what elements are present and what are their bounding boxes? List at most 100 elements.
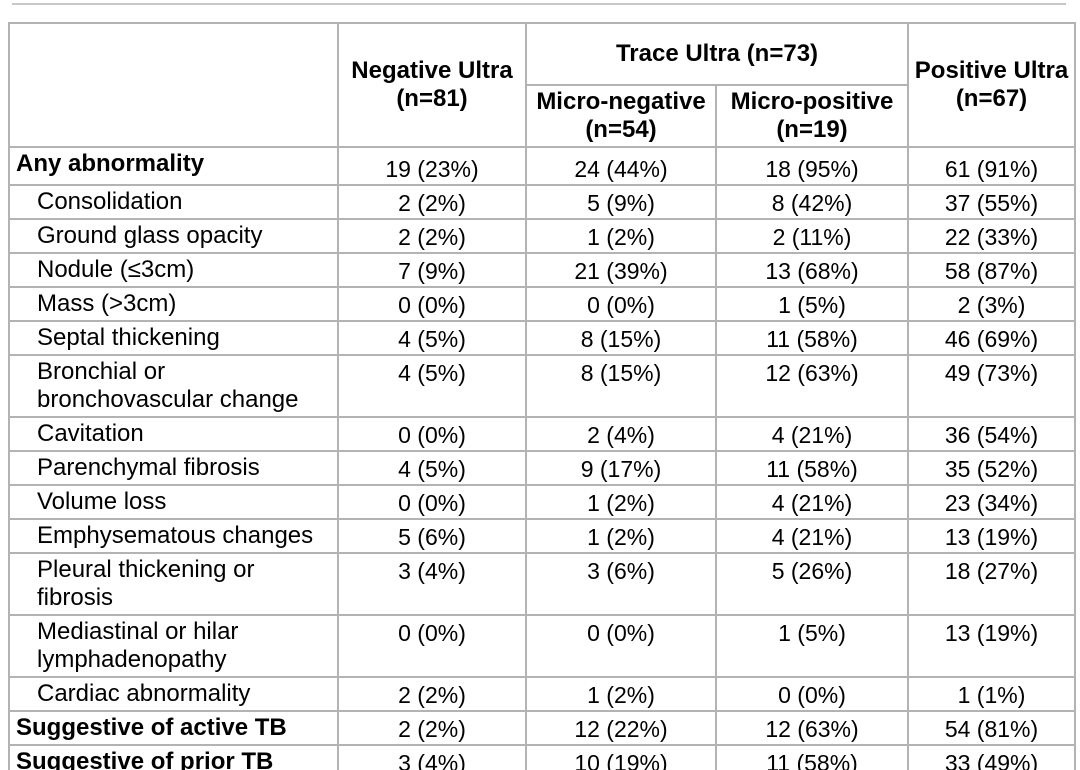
table-row-ground-glass-opacity: Ground glass opacity 2 (2%) 1 (2%) 2 (11… [8,218,1076,254]
cell-value: 54 (81%) [907,710,1076,746]
cell-value: 10 (19%) [525,744,717,770]
cell-value: 5 (6%) [337,518,527,554]
cell-value: 3 (4%) [337,744,527,770]
col-header-micro-positive: Micro-positive (n=19) [715,84,909,148]
row-label: Any abnormality [8,146,339,186]
cell-value: 8 (42%) [715,184,909,220]
header-row-1: Negative Ultra (n=81) Trace Ultra (n=73)… [8,22,1076,148]
row-label: Pleural thickening or fibrosis [8,552,339,616]
table-body: Any abnormality 19 (23%) 24 (44%) 18 (95… [8,146,1076,770]
cell-value: 18 (27%) [907,552,1076,616]
cell-value: 1 (1%) [907,676,1076,712]
table-row-any-abnormality: Any abnormality 19 (23%) 24 (44%) 18 (95… [8,146,1076,186]
row-label: Consolidation [8,184,339,220]
col-header-trace-ultra: Trace Ultra (n=73) [525,22,909,86]
cell-value: 35 (52%) [907,450,1076,486]
cell-value: 19 (23%) [337,146,527,186]
row-label: Cavitation [8,416,339,452]
table-row-septal-thickening: Septal thickening 4 (5%) 8 (15%) 11 (58%… [8,320,1076,356]
row-label: Suggestive of prior TB [8,744,339,770]
table-row-consolidation: Consolidation 2 (2%) 5 (9%) 8 (42%) 37 (… [8,184,1076,220]
header-row-2: Micro-negative (n=54) Micro-positive (n=… [9,84,1075,148]
cell-value: 46 (69%) [907,320,1076,356]
corner-cell [8,22,339,148]
col-header-negative-ultra: Negative Ultra (n=81) [337,22,527,148]
cell-value: 8 (15%) [525,354,717,418]
table-row-parenchymal-fibrosis: Parenchymal fibrosis 4 (5%) 9 (17%) 11 (… [8,450,1076,486]
cell-value: 0 (0%) [525,286,717,322]
cell-value: 0 (0%) [337,416,527,452]
table-row-cavitation: Cavitation 0 (0%) 2 (4%) 4 (21%) 36 (54%… [8,416,1076,452]
cell-value: 8 (15%) [525,320,717,356]
cell-value: 1 (2%) [525,518,717,554]
row-label: Mass (>3cm) [8,286,339,322]
cell-value: 21 (39%) [525,252,717,288]
cell-value: 61 (91%) [907,146,1076,186]
cell-value: 4 (5%) [337,320,527,356]
row-label: Mediastinal or hilar lymphadenopathy [8,614,339,678]
row-label: Bronchial or bronchovascular change [8,354,339,418]
cell-value: 1 (2%) [525,218,717,254]
cell-value: 2 (4%) [525,416,717,452]
cell-value: 18 (95%) [715,146,909,186]
cell-value: 58 (87%) [907,252,1076,288]
cell-value: 1 (2%) [525,484,717,520]
cell-value: 2 (2%) [337,184,527,220]
cell-value: 0 (0%) [337,484,527,520]
table-row-pleural-thickening: Pleural thickening or fibrosis 3 (4%) 3 … [8,552,1076,616]
table-row-volume-loss: Volume loss 0 (0%) 1 (2%) 4 (21%) 23 (34… [8,484,1076,520]
cell-value: 4 (5%) [337,450,527,486]
cell-value: 36 (54%) [907,416,1076,452]
table-row-mass: Mass (>3cm) 0 (0%) 0 (0%) 1 (5%) 2 (3%) [8,286,1076,322]
row-label: Emphysematous changes [8,518,339,554]
cell-value: 5 (26%) [715,552,909,616]
cell-value: 13 (68%) [715,252,909,288]
table-row-emphysematous-changes: Emphysematous changes 5 (6%) 1 (2%) 4 (2… [8,518,1076,554]
cell-value: 3 (4%) [337,552,527,616]
cell-value: 11 (58%) [715,450,909,486]
cell-value: 2 (3%) [907,286,1076,322]
cell-value: 3 (6%) [525,552,717,616]
cell-value: 13 (19%) [907,614,1076,678]
cell-value: 33 (49%) [907,744,1076,770]
table-row-lymphadenopathy: Mediastinal or hilar lymphadenopathy 0 (… [8,614,1076,678]
cell-value: 0 (0%) [715,676,909,712]
cell-value: 2 (2%) [337,710,527,746]
row-label: Nodule (≤3cm) [8,252,339,288]
row-label: Septal thickening [8,320,339,356]
table-row-cardiac-abnormality: Cardiac abnormality 2 (2%) 1 (2%) 0 (0%)… [8,676,1076,712]
row-label: Volume loss [8,484,339,520]
cell-value: 2 (2%) [337,218,527,254]
top-rule [12,3,1066,5]
cell-value: 22 (33%) [907,218,1076,254]
ct-findings-table: Negative Ultra (n=81) Trace Ultra (n=73)… [8,22,1076,770]
cell-value: 0 (0%) [337,286,527,322]
row-label: Cardiac abnormality [8,676,339,712]
row-label: Suggestive of active TB [8,710,339,746]
col-header-positive-ultra: Positive Ultra (n=67) [907,22,1076,148]
table-row-bronchial-change: Bronchial or bronchovascular change 4 (5… [8,354,1076,418]
table-header: Negative Ultra (n=81) Trace Ultra (n=73)… [8,22,1076,148]
cell-value: 1 (5%) [715,286,909,322]
cell-value: 7 (9%) [337,252,527,288]
table-row-nodule: Nodule (≤3cm) 7 (9%) 21 (39%) 13 (68%) 5… [8,252,1076,288]
cell-value: 4 (21%) [715,484,909,520]
col-header-micro-negative: Micro-negative (n=54) [525,84,717,148]
cell-value: 0 (0%) [525,614,717,678]
row-label: Parenchymal fibrosis [8,450,339,486]
cell-value: 11 (58%) [715,744,909,770]
cell-value: 12 (63%) [715,710,909,746]
cell-value: 13 (19%) [907,518,1076,554]
table-row-suggestive-active-tb: Suggestive of active TB 2 (2%) 12 (22%) … [8,710,1076,746]
cell-value: 9 (17%) [525,450,717,486]
cell-value: 5 (9%) [525,184,717,220]
cell-value: 2 (11%) [715,218,909,254]
cell-value: 11 (58%) [715,320,909,356]
cell-value: 2 (2%) [337,676,527,712]
cell-value: 1 (5%) [715,614,909,678]
cell-value: 4 (21%) [715,518,909,554]
cell-value: 49 (73%) [907,354,1076,418]
row-label: Ground glass opacity [8,218,339,254]
cell-value: 12 (22%) [525,710,717,746]
